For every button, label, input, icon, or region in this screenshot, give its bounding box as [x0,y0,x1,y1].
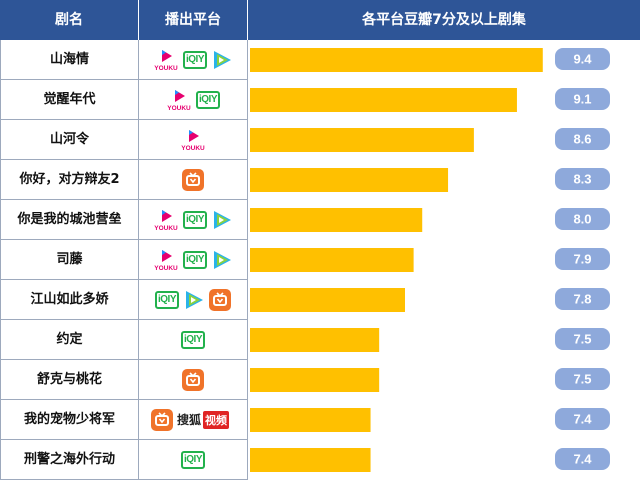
iqiyi-logo-icon: iQIY [183,210,207,229]
score-badge [555,88,610,110]
youku-logo-icon: YOUKU [154,249,178,272]
score-badge [555,168,610,190]
mango-tv-logo-icon [209,288,231,311]
score-badge [555,448,610,470]
score-badge [555,128,610,150]
table-row: 你是我的城池营垒 YOUKU iQIY [0,200,640,240]
bar [250,248,414,272]
data-label: 8.0 [573,212,591,227]
drama-title: 刑警之海外行动 [0,440,139,480]
drama-title: 约定 [0,320,139,360]
sohu-video-logo-icon: 搜狐 视频 [177,410,235,430]
svg-text:YOUKU: YOUKU [181,145,205,152]
chart-title: 各平台豆瓣7分及以上剧集 [362,12,526,28]
column-header-name: 剧名 [0,0,139,40]
platform-logos: YOUKU iQIY [139,40,248,80]
platform-logos [139,160,248,200]
score-badge [555,208,610,230]
table-row: 觉醒年代 YOUKU iQIY [0,80,640,120]
data-label: 9.4 [573,52,592,67]
youku-logo-icon: YOUKU [154,49,178,72]
data-label: 7.9 [573,252,591,267]
iqiyi-logo-icon: iQIY [183,250,207,269]
drama-title: 江山如此多娇 [0,280,139,320]
table-row: 约定 iQIY [0,320,640,360]
platform-logos: 搜狐 视频 [139,400,248,440]
bar [250,208,423,232]
table-row: 山海情 YOUKU iQIY [0,40,640,80]
platform-logos: iQIY [139,440,248,480]
bar [250,48,543,72]
mango-tv-logo-icon [151,408,173,431]
bar [250,168,449,192]
table-row: 舒克与桃花 [0,360,640,400]
table-row: 我的宠物少将军 搜狐 视频 [0,400,640,440]
youku-logo-icon: YOUKU [154,209,178,232]
iqiyi-logo-icon: iQIY [155,290,179,309]
score-badge [555,288,610,310]
drama-title: 山河令 [0,120,139,160]
platform-logos: YOUKU iQIY [139,80,248,120]
data-label: 7.4 [573,452,592,467]
score-badge [555,408,610,430]
drama-title: 我的宠物少将军 [0,400,139,440]
bar [250,408,371,432]
tencent-video-logo-icon [214,250,231,269]
data-label: 9.1 [573,92,591,107]
score-badge [555,368,610,390]
platform-logos: YOUKU [139,120,248,160]
data-label: 7.5 [573,332,591,347]
table-header: 剧名 播出平台 各平台豆瓣7分及以上剧集 [0,0,640,40]
platform-logos: iQIY [139,320,248,360]
svg-text:YOUKU: YOUKU [167,105,191,112]
iqiyi-logo-icon: iQIY [183,50,207,69]
table-row: 江山如此多娇 iQIY [0,280,640,320]
svg-text:YOUKU: YOUKU [154,265,178,272]
iqiyi-logo-icon: iQIY [181,450,205,469]
table-row: 司藤 YOUKU iQIY [0,240,640,280]
table-row: 山河令 YOUKU [0,120,640,160]
mango-tv-logo-icon [182,168,204,191]
tencent-video-logo-icon [214,210,231,229]
column-header-platform: 播出平台 [139,0,248,40]
tencent-video-logo-icon [186,290,203,309]
svg-text:YOUKU: YOUKU [154,225,178,232]
bar [250,128,474,152]
svg-text:YOUKU: YOUKU [154,65,178,72]
table-row: 你好，对方辩友2 [0,160,640,200]
drama-title: 你好，对方辩友2 [0,160,139,200]
tencent-video-logo-icon [214,50,231,69]
platform-logos [139,360,248,400]
platform-logos: YOUKU iQIY [139,240,248,280]
bar [250,288,405,312]
bar [250,328,380,352]
youku-logo-icon: YOUKU [181,129,205,152]
bar-chart: 9.4 9.1 8.6 8.3 8.0 7.9 7.8 7.5 7.5 7.4 7.4 [250,48,610,472]
data-label: 7.8 [573,292,591,307]
drama-title: 舒克与桃花 [0,360,139,400]
bar [250,368,380,392]
iqiyi-logo-icon: iQIY [181,330,205,349]
table-row: 刑警之海外行动 iQIY [0,440,640,480]
platform-logos: YOUKU iQIY [139,200,248,240]
bar [250,448,371,472]
platform-logos: iQIY [139,280,248,320]
data-label: 7.5 [573,372,591,387]
score-badge [555,48,610,70]
mango-tv-logo-icon [182,368,204,391]
drama-title: 司藤 [0,240,139,280]
data-label: 8.3 [573,172,591,187]
score-badge [555,248,610,270]
data-label: 7.4 [573,412,592,427]
bar [250,88,517,112]
youku-logo-icon: YOUKU [167,89,191,112]
drama-title: 你是我的城池营垒 [0,200,139,240]
drama-title: 山海情 [0,40,139,80]
iqiyi-logo-icon: iQIY [196,90,220,109]
drama-title: 觉醒年代 [0,80,139,120]
score-badge [555,328,610,350]
data-label: 8.6 [573,132,591,147]
